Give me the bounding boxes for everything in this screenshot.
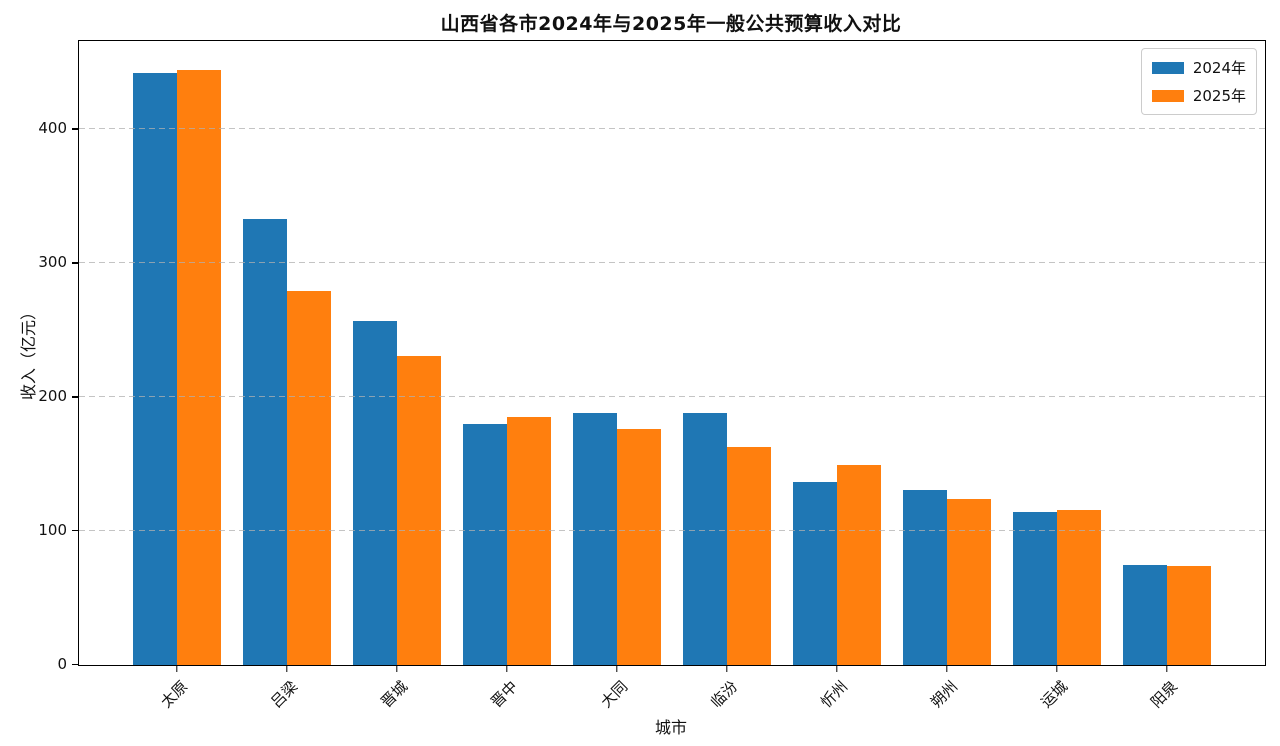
xtick-mark-4 (616, 666, 618, 672)
bar-y2025-9 (1167, 565, 1212, 665)
gridline-300 (79, 262, 1265, 264)
ytick-label-0: 0 (57, 655, 67, 673)
ytick-mark-200 (72, 396, 78, 398)
ytick-mark-300 (72, 262, 78, 264)
xtick-label-4: 大同 (597, 677, 632, 712)
ytick-mark-400 (72, 128, 78, 130)
bar-y2025-7 (947, 498, 992, 665)
xtick-label-3: 晋中 (487, 677, 522, 712)
xtick-label-6: 忻州 (817, 677, 852, 712)
xtick-mark-7 (946, 666, 948, 672)
bar-y2025-4 (616, 429, 661, 665)
ytick-label-400: 400 (38, 119, 67, 138)
x-axis-label: 城市 (654, 718, 687, 737)
xtick-mark-0 (176, 666, 178, 672)
bar-y2025-6 (837, 465, 882, 665)
bar-y2024-4 (572, 413, 617, 665)
bar-y2024-0 (132, 73, 177, 665)
bar-y2024-2 (352, 320, 397, 665)
bar-y2024-5 (683, 413, 727, 665)
plot-area: 2024年 2025年 0 100 200 300 400 太原 吕梁 晋城 晋中 大同 临汾 忻州 朔… (38, 40, 1266, 711)
legend-swatch-2024 (1151, 61, 1184, 74)
legend-label-2024: 2024年 (1192, 59, 1246, 77)
bar-y2025-0 (176, 70, 221, 665)
xtick-mark-1 (286, 666, 288, 672)
bar-y2025-5 (727, 446, 771, 665)
xtick-mark-9 (1166, 666, 1168, 672)
gridline-200 (79, 396, 1265, 398)
xtick-label-1: 吕梁 (267, 677, 302, 712)
xtick-mark-3 (506, 666, 508, 672)
xtick-label-0: 太原 (157, 677, 192, 712)
gridline-400 (79, 128, 1265, 130)
xtick-label-2: 晋城 (377, 677, 412, 712)
bar-y2024-7 (903, 489, 948, 665)
bar-y2025-1 (286, 291, 331, 665)
legend-item-2024: 2024年 (1151, 57, 1246, 78)
xtick-label-7: 朔州 (927, 677, 962, 712)
bar-y2024-1 (242, 219, 287, 665)
xtick-mark-5 (726, 666, 728, 672)
bar-y2024-8 (1013, 512, 1058, 665)
legend-label-2025: 2025年 (1192, 87, 1246, 105)
xtick-mark-2 (396, 666, 398, 672)
xtick-label-8: 运城 (1037, 677, 1072, 712)
xtick-label-5: 临汾 (707, 677, 742, 712)
legend-item-2025: 2025年 (1151, 85, 1246, 106)
ytick-label-300: 300 (38, 253, 67, 272)
ytick-label-100: 100 (38, 521, 67, 540)
bar-y2025-2 (396, 355, 441, 665)
ytick-mark-0 (72, 664, 78, 666)
bar-y2024-9 (1123, 564, 1168, 665)
bar-y2024-3 (462, 423, 507, 665)
gridline-100 (79, 530, 1265, 532)
bar-y2025-3 (506, 417, 551, 665)
bar-y2024-6 (793, 481, 838, 665)
legend: 2024年 2025年 (1140, 48, 1257, 115)
xtick-mark-6 (836, 666, 838, 672)
chart-title: 山西省各市2024年与2025年一般公共预算收入对比 (440, 13, 902, 35)
xtick-label-9: 阳泉 (1147, 677, 1182, 712)
bar-y2025-8 (1057, 509, 1102, 665)
ytick-mark-100 (72, 530, 78, 532)
y-axis-label: 收入（亿元） (19, 303, 38, 401)
legend-swatch-2025 (1151, 89, 1184, 102)
ytick-label-200: 200 (38, 387, 67, 406)
xtick-mark-8 (1056, 666, 1058, 672)
